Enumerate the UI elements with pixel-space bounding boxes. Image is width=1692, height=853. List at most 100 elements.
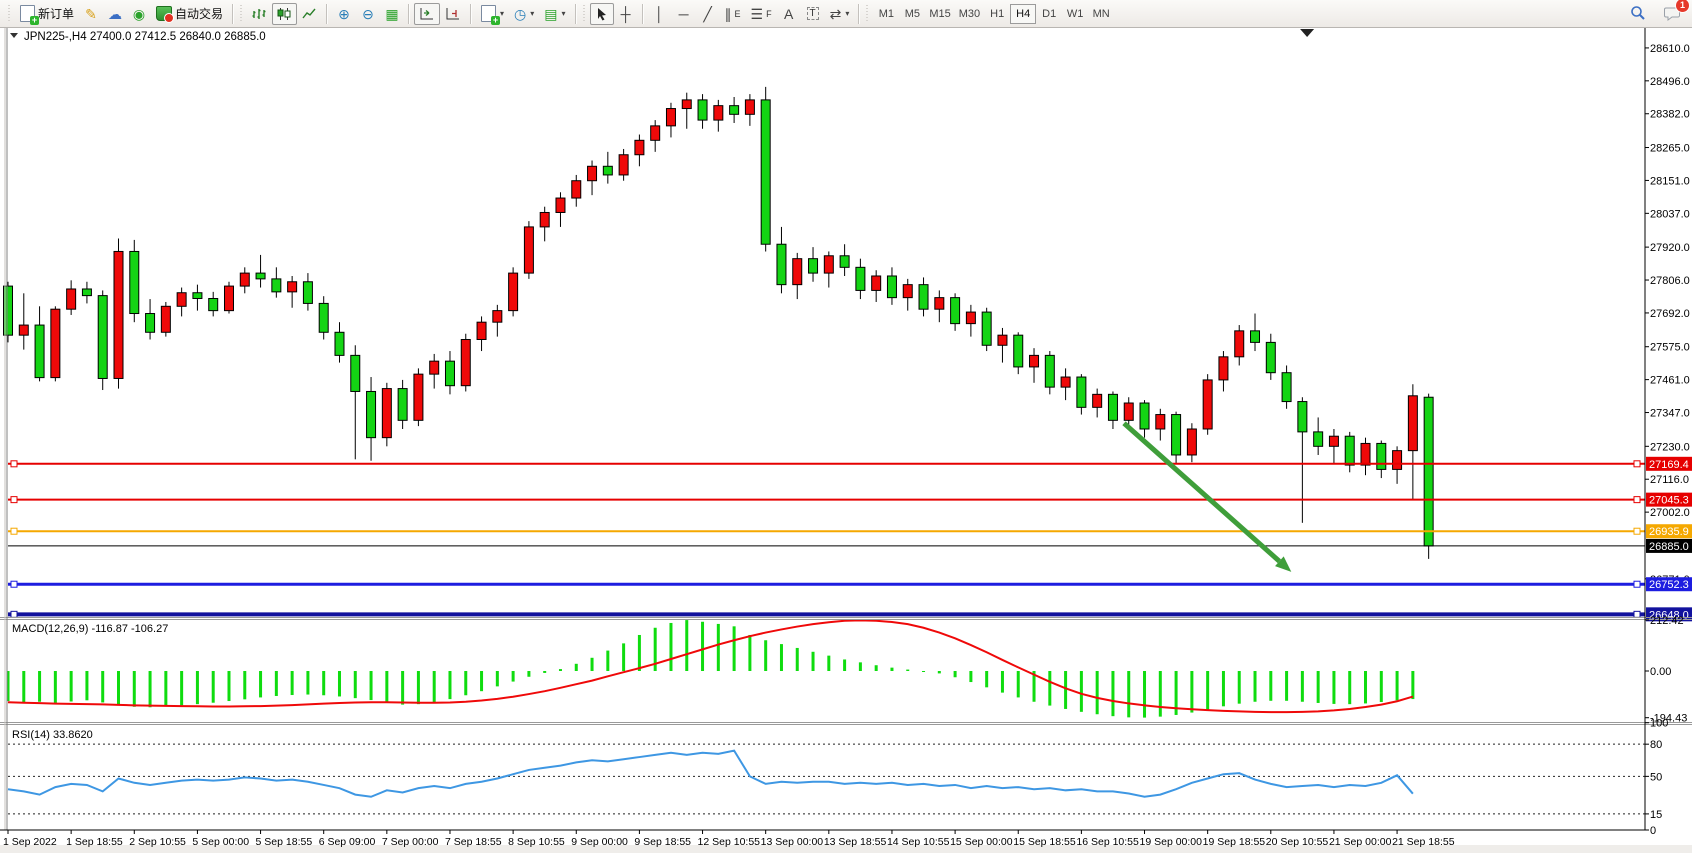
svg-text:27575.0: 27575.0 <box>1650 342 1690 354</box>
candle-body <box>981 311 992 346</box>
timeframe-m1[interactable]: M1 <box>878 7 894 20</box>
macd-histogram-bar <box>511 671 515 682</box>
svg-text:27002.0: 27002.0 <box>1650 507 1690 519</box>
timeframe-d1[interactable]: D1 <box>1042 7 1057 20</box>
periods-button[interactable]: ◷ ▾ <box>509 3 539 25</box>
horizontal-line[interactable]: 27169.4 <box>8 456 1692 471</box>
candle-body <box>381 388 392 439</box>
timeframe-m15[interactable]: M15 <box>929 7 951 20</box>
macd-histogram-bar <box>1253 671 1257 702</box>
horizontal-line[interactable]: 26752.3 <box>8 577 1692 592</box>
auto-trading-icon <box>156 6 175 23</box>
candle-body <box>318 302 329 333</box>
line-handle[interactable] <box>1633 460 1641 468</box>
toolbar-grip[interactable] <box>8 4 13 23</box>
clock-icon: ◷ <box>514 5 527 22</box>
horizontal-line[interactable]: 26935.9 <box>8 524 1692 539</box>
macd-histogram-bar <box>701 621 705 671</box>
chart-area[interactable]: 28610.0 28496.0 28382.0 28265.0 28151.0 28037… <box>0 28 1692 853</box>
styler-button[interactable]: ✎ <box>79 3 103 25</box>
timeframe-m30[interactable]: M30 <box>958 7 981 20</box>
time-axis[interactable]: 1 Sep 2022 1 Sep 18:55 2 Sep 10:55 5 Sep 00… <box>3 830 1455 848</box>
svg-text:80: 80 <box>1650 739 1662 751</box>
svg-text:27806.0: 27806.0 <box>1650 275 1690 287</box>
text-tool-icon: A <box>783 5 794 22</box>
chart-shift-button[interactable] <box>440 3 466 25</box>
signals-button[interactable]: ◉ <box>127 3 151 25</box>
chart-shift-marker[interactable] <box>1300 29 1315 37</box>
community-button[interactable]: ☁ <box>103 3 127 25</box>
macd-histogram-bar <box>416 671 420 705</box>
macd-histogram-bar <box>764 640 768 671</box>
horizontal-line[interactable]: 26648.0 <box>8 607 1692 622</box>
macd-histogram-bar <box>401 671 405 705</box>
line-handle[interactable] <box>10 527 18 535</box>
channel-tool-button[interactable]: ∥ E <box>720 3 746 25</box>
templates-button[interactable]: ▤ ▾ <box>539 3 570 25</box>
macd-histogram-bar <box>574 663 578 671</box>
one-click-trading-caret[interactable] <box>10 33 18 38</box>
macd-histogram-bar <box>180 671 184 706</box>
candle-body <box>1155 414 1166 430</box>
macd-histogram-bar <box>906 669 910 671</box>
line-handle[interactable] <box>10 496 18 504</box>
cursor-tool-button[interactable] <box>589 2 614 25</box>
candlestick-chart[interactable]: 28610.0 28496.0 28382.0 28265.0 28151.0 28037… <box>0 28 1692 853</box>
arrows-tool-button[interactable]: ⇄ ▾ <box>825 3 855 25</box>
time-axis-label: 7 Sep 00:00 <box>382 836 439 848</box>
trendline-tool-button[interactable]: ╱ <box>696 3 720 25</box>
macd-histogram-bar <box>132 671 136 707</box>
time-axis-label: 8 Sep 10:55 <box>508 836 565 848</box>
zoom-in-button[interactable]: ⊕ <box>332 3 356 25</box>
timeframe-w1[interactable]: W1 <box>1066 7 1084 20</box>
macd-histogram-bar <box>53 671 57 703</box>
candle-body <box>1250 330 1261 343</box>
line-handle[interactable] <box>10 460 18 468</box>
new-order-button[interactable]: + 新订单 <box>15 3 79 25</box>
macd-histogram-bar <box>1348 671 1352 705</box>
tile-windows-button[interactable]: ▦ <box>380 3 404 25</box>
macd-histogram-bar <box>353 671 357 699</box>
candle-body <box>255 272 266 280</box>
time-axis-label: 21 Sep 18:55 <box>1392 836 1455 848</box>
candle-body <box>1281 372 1292 403</box>
line-handle[interactable] <box>1633 527 1641 535</box>
horizontal-line-tool-button[interactable]: ─ <box>672 3 696 25</box>
horizontal-line[interactable]: 27045.3 <box>8 492 1692 507</box>
notifications-button[interactable]: 1 <box>1659 0 1690 24</box>
candlestick-chart-button[interactable] <box>272 2 298 25</box>
timeframe-h1[interactable]: H1 <box>990 7 1005 20</box>
line-handle[interactable] <box>10 580 18 588</box>
zoom-out-button[interactable]: ⊖ <box>356 3 380 25</box>
auto-scroll-button[interactable] <box>414 2 441 25</box>
text-tool-button[interactable]: A <box>777 3 801 25</box>
vertical-line-icon: │ <box>655 5 664 22</box>
trendline-icon: ╱ <box>703 5 712 22</box>
candle-body <box>792 258 803 286</box>
label-tool-button[interactable]: T <box>801 3 825 25</box>
candle-body <box>18 324 29 336</box>
time-axis-label: 1 Sep 18:55 <box>66 836 123 848</box>
candle-body <box>271 278 282 293</box>
bar-chart-button[interactable] <box>247 3 272 25</box>
search-button[interactable] <box>1625 2 1651 24</box>
timeframe-h4[interactable]: H4 <box>1010 3 1037 24</box>
line-handle[interactable] <box>1633 496 1641 504</box>
timeframe-mn[interactable]: MN <box>1092 7 1110 20</box>
auto-trading-button[interactable]: 自动交易 <box>151 3 228 25</box>
crosshair-tool-button[interactable]: ┼ <box>614 3 638 25</box>
macd-histogram-bar <box>1285 671 1289 701</box>
macd-histogram-bar <box>1190 671 1194 713</box>
indicators-button[interactable]: + ▾ <box>476 3 509 25</box>
fibonacci-tool-button[interactable]: ☰ F <box>746 3 777 25</box>
timeframe-m5[interactable]: M5 <box>904 7 920 20</box>
trend-arrow-annotation[interactable] <box>1122 421 1292 572</box>
vertical-line-tool-button[interactable]: │ <box>648 3 672 25</box>
line-handle[interactable] <box>1633 580 1641 588</box>
line-handle[interactable] <box>1633 610 1641 618</box>
macd-histogram-bar <box>779 644 783 671</box>
search-icon <box>1631 6 1645 20</box>
line-chart-button[interactable] <box>297 3 322 25</box>
line-handle[interactable] <box>10 610 18 618</box>
